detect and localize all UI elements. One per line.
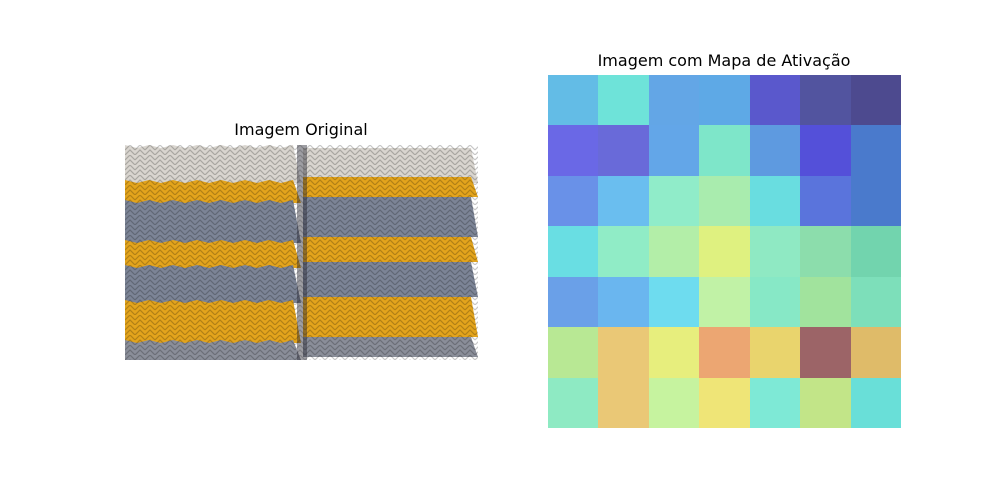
heatmap-cell <box>749 377 801 428</box>
heatmap-cell <box>749 226 801 277</box>
activation-map-title: Imagem com Mapa de Ativação <box>597 51 851 70</box>
heatmap-cell <box>598 226 649 277</box>
heatmap-cell <box>548 276 599 328</box>
heatmap-cell <box>598 125 649 176</box>
heatmap-cell <box>699 327 750 378</box>
heatmap-cell <box>699 276 750 328</box>
heatmap-cell <box>548 377 599 428</box>
heatmap-cell <box>749 276 801 328</box>
heatmap-cell <box>699 175 750 227</box>
heatmap-cell <box>800 327 851 378</box>
heatmap-cell <box>598 175 649 227</box>
heatmap-cell <box>699 125 750 176</box>
heatmap-cell <box>648 226 700 277</box>
heatmap-cell <box>699 377 750 428</box>
heatmap-cell <box>749 175 801 227</box>
heatmap-cell <box>598 327 649 378</box>
heatmap-cell <box>850 226 901 277</box>
heatmap-cell <box>648 75 700 126</box>
heatmap-cell <box>850 377 901 428</box>
heatmap-cell <box>800 276 851 328</box>
heatmap-cell <box>800 75 851 126</box>
original-image-title: Imagem Original <box>234 120 368 139</box>
heatmap-cell <box>598 276 649 328</box>
heatmap-cell <box>548 175 599 227</box>
original-image <box>125 145 478 360</box>
heatmap-cell <box>548 226 599 277</box>
heatmap-cell <box>548 327 599 378</box>
heatmap-cell <box>699 226 750 277</box>
heatmap-cell <box>749 125 801 176</box>
heatmap-cell <box>648 276 700 328</box>
heatmap-cell <box>648 175 700 227</box>
heatmap-cell <box>749 327 801 378</box>
heatmap-cell <box>800 175 851 227</box>
heatmap-cell <box>850 175 901 227</box>
heatmap-cell <box>548 125 599 176</box>
heatmap-cell <box>850 327 901 378</box>
heatmap-cell <box>850 276 901 328</box>
heatmap-cell <box>648 125 700 176</box>
heatmap-cell <box>850 125 901 176</box>
heatmap-cell <box>800 125 851 176</box>
activation-heatmap <box>548 75 901 428</box>
heatmap-cell <box>648 327 700 378</box>
heatmap-cell <box>850 75 901 126</box>
heatmap-cell <box>749 75 801 126</box>
heatmap-cell <box>598 75 649 126</box>
heatmap-cell <box>699 75 750 126</box>
heatmap-cell <box>598 377 649 428</box>
heatmap-cell <box>548 75 599 126</box>
sleeve-gap <box>297 145 307 360</box>
heatmap-cell <box>800 377 851 428</box>
heatmap-cell <box>648 377 700 428</box>
heatmap-cell <box>800 226 851 277</box>
